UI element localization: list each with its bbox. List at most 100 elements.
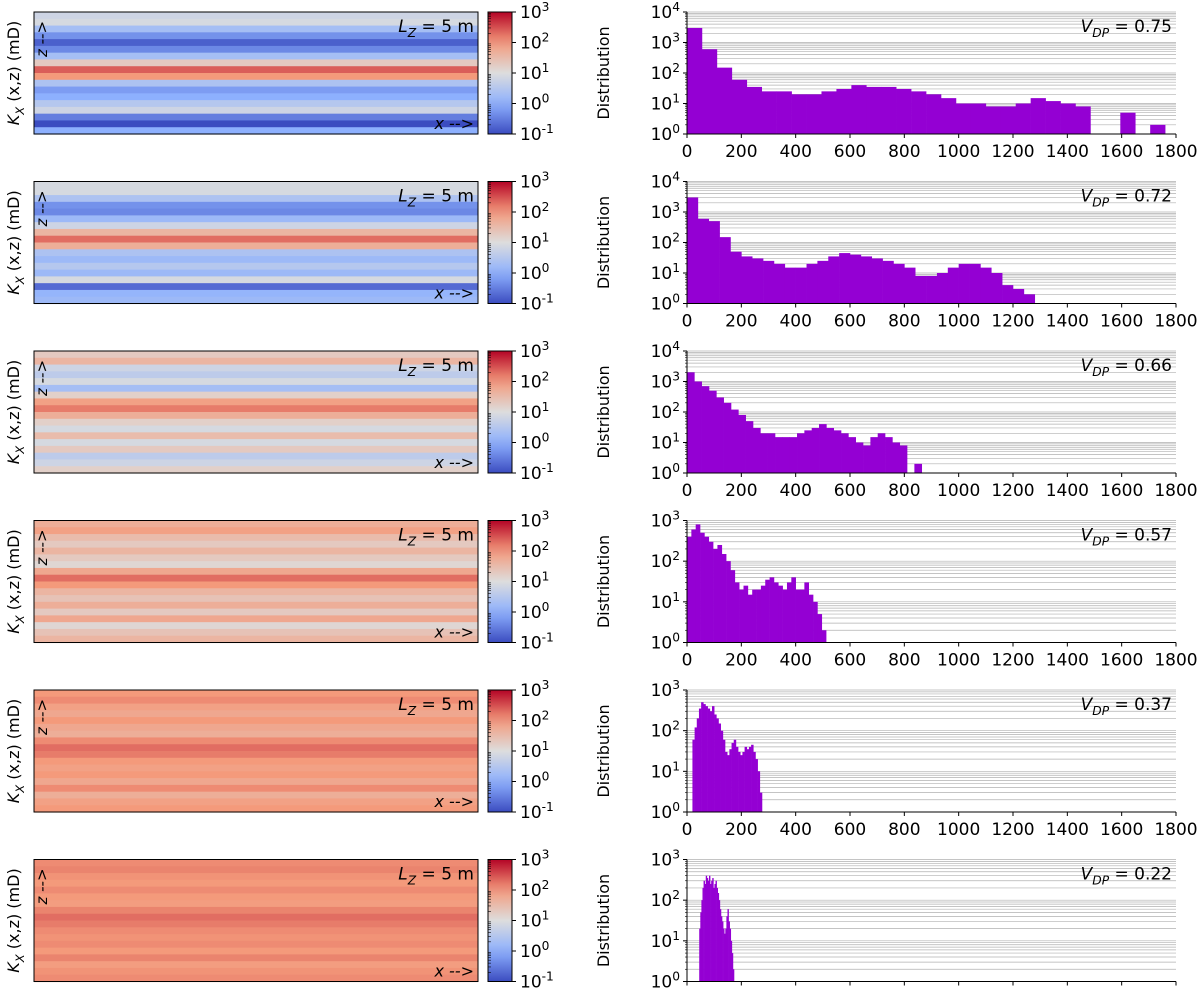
heatmap-row [34, 432, 478, 440]
histogram-y-tick-label-base: 10 [651, 403, 673, 423]
histogram-y-tick-label-base: 10 [651, 342, 673, 362]
colorbar-tick-label-base: 10 [520, 773, 542, 793]
histogram-x-tick-label: 1600 [1100, 312, 1143, 332]
histogram-x-tick-label: 400 [779, 142, 811, 162]
colorbar-tick-label: 100 [520, 939, 549, 962]
histogram-bar [721, 554, 727, 643]
colorbar-tick-label-base: 10 [520, 125, 542, 145]
histogram-y-tick-label-base: 10 [651, 803, 673, 823]
histogram-y-tick-label-base: 10 [651, 173, 673, 193]
histogram-y-tick-label-base: 10 [651, 3, 673, 23]
colorbar-tick-label-base: 10 [520, 373, 542, 393]
heatmap-row [34, 405, 478, 413]
histogram-bar [694, 727, 698, 812]
histogram-y-tick-label: 104 [651, 170, 681, 193]
histogram-bar [791, 577, 796, 643]
vdp-label: VDP = 0.66 [1081, 356, 1172, 379]
histogram-bar [746, 86, 763, 134]
histogram-panel-6: 1001011021030200400600800100012001400160… [594, 848, 1177, 988]
z-direction-text: z --> [33, 699, 51, 736]
heatmap-row [34, 561, 478, 569]
histogram-x-tick-label: 1200 [991, 312, 1034, 332]
histogram-y-tick-label-exp: 0 [672, 631, 680, 645]
histogram-bar [748, 746, 752, 812]
histogram-x-tick-label: 1000 [937, 820, 980, 840]
histogram-bar [731, 79, 748, 134]
histogram-bar [955, 103, 972, 134]
histogram-y-tick-label-exp: 1 [672, 759, 680, 773]
histogram-bar [726, 916, 728, 982]
heatmap-y-label-sub: X [13, 614, 27, 624]
heatmap-row [34, 954, 478, 962]
heatmap-row [34, 66, 478, 74]
heatmap-row [34, 242, 478, 250]
histogram-bar [707, 880, 710, 982]
colorbar-tick-label-exp: 0 [542, 431, 550, 445]
histogram-y-tick-label-exp: 4 [672, 0, 680, 14]
colorbar-tick-label: 100 [520, 92, 549, 115]
colorbar-tick-label-exp: 3 [542, 0, 550, 14]
heatmap-row [34, 608, 478, 616]
heatmap-row [34, 547, 478, 555]
heatmap-y-label-main: K [4, 113, 23, 125]
histogram-bar [782, 437, 790, 473]
histogram-bar [958, 263, 970, 304]
histogram-bar [871, 258, 883, 304]
histogram-bar [713, 548, 718, 643]
histogram-bar [738, 751, 741, 812]
histogram-bar [718, 723, 721, 812]
colorbar [487, 859, 513, 982]
colorbar-tick-label: 103 [520, 339, 549, 362]
lz-label: LZ = 5 m [398, 17, 474, 40]
heatmap-frame [33, 11, 479, 135]
lz-label: LZ = 5 m [398, 526, 474, 549]
heatmap-frame [33, 181, 479, 304]
colorbar-tick-label-exp: 2 [542, 878, 550, 892]
histogram-y-tick-label: 101 [651, 590, 680, 613]
histogram-bar [786, 582, 792, 643]
histogram-x-tick-label: 1400 [1046, 651, 1089, 671]
lz-label-rest: = 5 m [416, 695, 474, 715]
histogram-x-tick-label: 1000 [937, 651, 980, 671]
histogram-x-tick-label: 1600 [1100, 820, 1143, 840]
histogram-y-tick-label: 100 [651, 122, 680, 145]
histogram-bar [731, 409, 739, 473]
histogram-bar [1023, 294, 1036, 304]
heatmap-row [34, 195, 478, 203]
lz-label-rest: = 5 m [416, 356, 474, 376]
histogram-y-tick-label: 104 [651, 0, 681, 23]
colorbar-tick-label-exp: 0 [542, 770, 550, 784]
histogram-bar [1060, 103, 1076, 134]
z-direction-label: z --> [33, 190, 51, 227]
z-direction-text: z --> [33, 21, 51, 58]
histogram-y-tick-label-exp: 3 [672, 370, 680, 384]
histogram-bar [808, 594, 814, 643]
heatmap-row [34, 879, 478, 888]
histogram-bar [821, 630, 827, 643]
histogram-y-tick-label-base: 10 [651, 234, 673, 254]
heatmap-row [34, 384, 478, 393]
vdp-label: VDP = 0.37 [1081, 695, 1172, 718]
colorbar-tick-label: 100 [520, 261, 549, 284]
x-direction-text: x --> [433, 114, 474, 133]
lz-label-main: L [398, 356, 407, 376]
heatmap-row [34, 100, 478, 108]
histogram-bar [850, 254, 862, 304]
histogram-bar [716, 397, 724, 473]
histogram-y-tick-label: 101 [651, 92, 680, 115]
colorbar-tick-label: 102 [520, 709, 549, 732]
histogram-x-tick-label: 400 [779, 820, 811, 840]
vdp-label-rest: = 0.37 [1109, 695, 1172, 715]
heatmap-frame [33, 689, 479, 813]
colorbar-tick-label-base: 10 [520, 573, 542, 593]
histogram-y-tick-label-exp: 0 [672, 292, 680, 306]
histogram-y-tick-label-exp: 2 [672, 719, 680, 733]
histogram-bar [708, 541, 714, 643]
histogram-bar [1120, 112, 1136, 134]
colorbar-tick-label: 102 [520, 370, 549, 393]
z-direction-text: z --> [33, 529, 51, 566]
heatmap-panel-6: LZ = 5 mx -->z -->KX (x,z) (mD)103102101… [4, 848, 554, 988]
heatmap-row [34, 757, 478, 766]
